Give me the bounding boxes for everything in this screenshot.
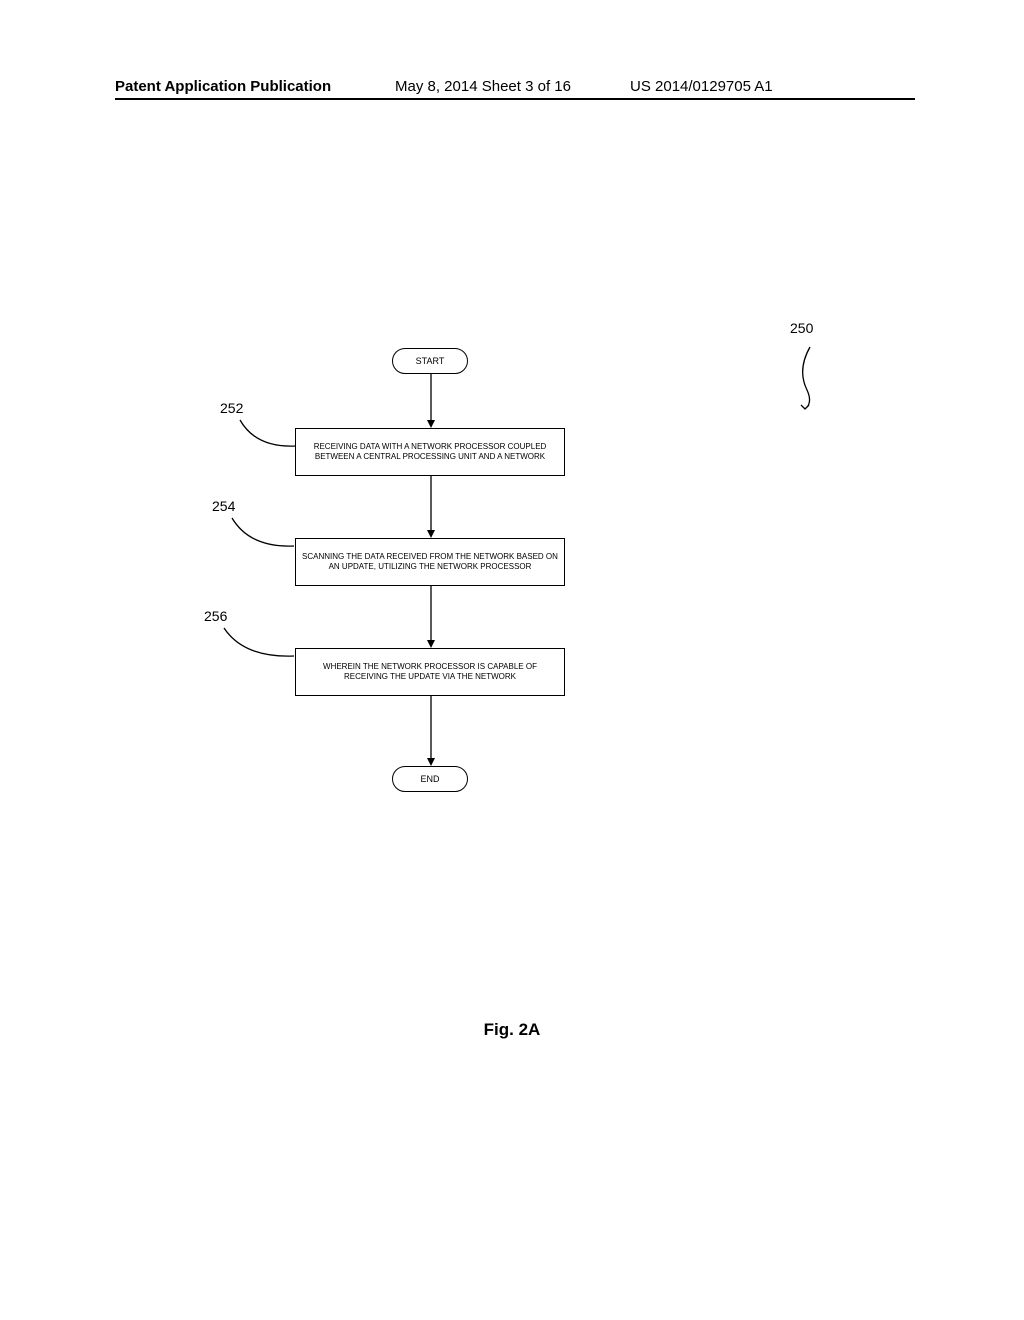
arrow-3-to-end xyxy=(426,696,436,768)
ref-256-leader xyxy=(220,626,298,668)
ref-252-label: 252 xyxy=(220,400,243,416)
figure-caption: Fig. 2A xyxy=(0,1020,1024,1040)
ref-250-leader xyxy=(795,345,825,415)
box-256: WHEREIN THE NETWORK PROCESSOR IS CAPABLE… xyxy=(295,648,565,696)
header-publication: Patent Application Publication xyxy=(115,78,331,95)
start-label: START xyxy=(416,356,445,366)
header-pub-number: US 2014/0129705 A1 xyxy=(630,78,773,95)
box-254-text: SCANNING THE DATA RECEIVED FROM THE NETW… xyxy=(302,552,558,573)
ref-250-label: 250 xyxy=(790,320,813,336)
ref-254-leader xyxy=(228,516,298,558)
arrow-2-to-3 xyxy=(426,586,436,650)
box-252: RECEIVING DATA WITH A NETWORK PROCESSOR … xyxy=(295,428,565,476)
arrow-start-to-1 xyxy=(426,374,436,430)
box-256-text: WHEREIN THE NETWORK PROCESSOR IS CAPABLE… xyxy=(302,662,558,683)
start-terminator: START xyxy=(392,348,468,374)
box-254: SCANNING THE DATA RECEIVED FROM THE NETW… xyxy=(295,538,565,586)
end-terminator: END xyxy=(392,766,468,792)
header-date-sheet: May 8, 2014 Sheet 3 of 16 xyxy=(395,78,571,95)
flowchart-diagram: 250 START 252 RECEIVING DATA WITH A NETW… xyxy=(140,300,880,1080)
header-rule xyxy=(115,98,915,100)
arrow-1-to-2 xyxy=(426,476,436,540)
ref-254-label: 254 xyxy=(212,498,235,514)
ref-256-label: 256 xyxy=(204,608,227,624)
patent-page: Patent Application Publication May 8, 20… xyxy=(0,0,1024,1320)
end-label: END xyxy=(420,774,439,784)
ref-252-leader xyxy=(236,418,301,458)
box-252-text: RECEIVING DATA WITH A NETWORK PROCESSOR … xyxy=(302,442,558,463)
